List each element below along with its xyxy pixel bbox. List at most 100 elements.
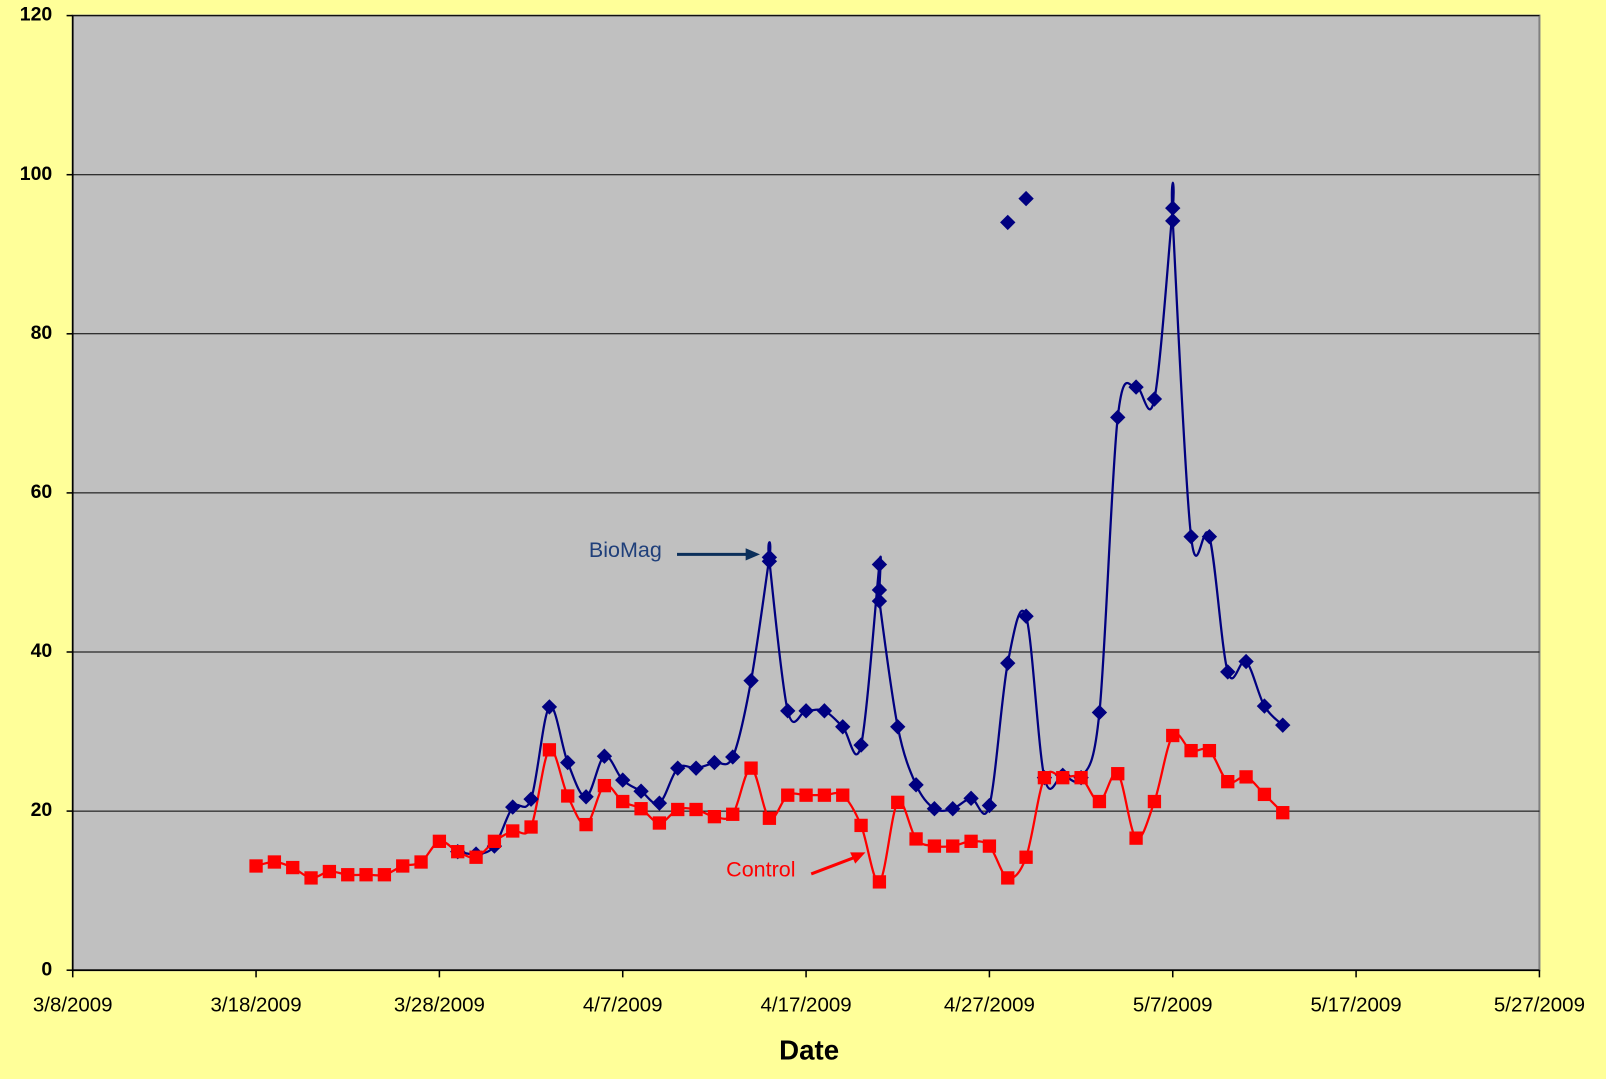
point xyxy=(524,820,538,834)
point xyxy=(743,672,759,689)
annotation: Control xyxy=(726,858,795,882)
point xyxy=(377,868,392,882)
x-tick-label: 4/7/2009 xyxy=(583,993,663,1016)
point xyxy=(798,703,814,719)
point xyxy=(523,791,539,807)
point xyxy=(744,761,758,775)
point xyxy=(651,795,668,811)
point xyxy=(341,868,355,882)
point xyxy=(1128,379,1144,395)
x-tick-label: 3/18/2009 xyxy=(211,993,302,1016)
point xyxy=(616,794,630,809)
point xyxy=(1165,200,1181,216)
point xyxy=(1276,806,1290,820)
point xyxy=(1001,871,1015,885)
point xyxy=(1000,655,1016,671)
annotation-arrow xyxy=(810,856,855,876)
point xyxy=(1183,528,1199,545)
point xyxy=(688,760,704,776)
point xyxy=(451,845,465,859)
point xyxy=(927,839,942,853)
point xyxy=(871,556,888,573)
point xyxy=(871,582,888,598)
point xyxy=(1129,831,1143,845)
point xyxy=(487,834,502,848)
point xyxy=(891,795,905,810)
y-tick-label: 60 xyxy=(31,481,53,503)
point xyxy=(1074,771,1088,785)
ticks: 0 20 40 60 80 100 120 3/8/2009 3/18/2009 3/28/200… xyxy=(20,4,1585,1017)
point xyxy=(633,783,649,799)
point xyxy=(689,802,703,817)
point xyxy=(1037,771,1052,785)
point xyxy=(597,778,612,793)
annotation: BioMag xyxy=(589,538,662,562)
point xyxy=(853,737,869,753)
point xyxy=(890,719,906,735)
y-tick-label: 80 xyxy=(31,322,53,344)
point xyxy=(542,743,557,757)
point xyxy=(1091,704,1108,721)
point xyxy=(726,807,740,821)
point xyxy=(781,788,795,802)
point xyxy=(1111,767,1125,781)
marks xyxy=(249,181,1291,889)
point xyxy=(505,799,521,815)
point xyxy=(359,868,373,882)
point xyxy=(872,875,887,889)
point xyxy=(1202,743,1217,758)
x-tick-label: 5/17/2009 xyxy=(1311,993,1402,1016)
point xyxy=(578,789,594,805)
y-tick-label: 0 xyxy=(41,958,52,980)
point xyxy=(1165,213,1181,229)
y-tick-label: 100 xyxy=(20,163,53,185)
point xyxy=(1257,787,1272,802)
point xyxy=(1239,770,1253,784)
x-tick-label: 3/8/2009 xyxy=(33,993,113,1016)
point xyxy=(267,855,282,869)
point xyxy=(963,790,979,807)
point xyxy=(670,760,686,776)
y-tick-label: 40 xyxy=(31,640,53,662)
point xyxy=(1110,409,1126,426)
point xyxy=(1056,771,1070,785)
point xyxy=(799,788,813,802)
point xyxy=(725,749,741,765)
point xyxy=(946,839,960,853)
point xyxy=(304,871,318,885)
point xyxy=(322,864,337,879)
point xyxy=(780,703,796,719)
point xyxy=(615,772,631,788)
point xyxy=(836,788,850,802)
point xyxy=(469,850,483,864)
point xyxy=(871,593,888,609)
point xyxy=(560,754,576,771)
x-tick-label: 5/7/2009 xyxy=(1133,993,1213,1016)
point xyxy=(835,719,851,735)
y-tick-label: 20 xyxy=(31,799,53,821)
annotation-arrowhead xyxy=(850,852,866,864)
point xyxy=(817,788,832,802)
x-tick-label: 4/17/2009 xyxy=(761,993,852,1016)
point xyxy=(1147,794,1162,809)
point xyxy=(1256,698,1273,714)
y-tick-label: 120 xyxy=(20,4,53,26)
point xyxy=(1019,850,1033,864)
point xyxy=(561,789,575,803)
point xyxy=(926,801,943,817)
point xyxy=(506,824,520,838)
point xyxy=(1092,794,1107,809)
x-axis-title: Date xyxy=(779,1034,839,1065)
point xyxy=(1000,214,1016,231)
point xyxy=(596,748,613,764)
point xyxy=(652,816,667,830)
point xyxy=(541,699,558,715)
point xyxy=(909,832,923,846)
point xyxy=(1221,775,1235,789)
point xyxy=(1018,608,1034,624)
point xyxy=(1018,190,1034,207)
point xyxy=(671,802,685,817)
x-tick-label: 4/27/2009 xyxy=(944,993,1035,1016)
x-tick-label: 5/27/2009 xyxy=(1494,993,1585,1016)
